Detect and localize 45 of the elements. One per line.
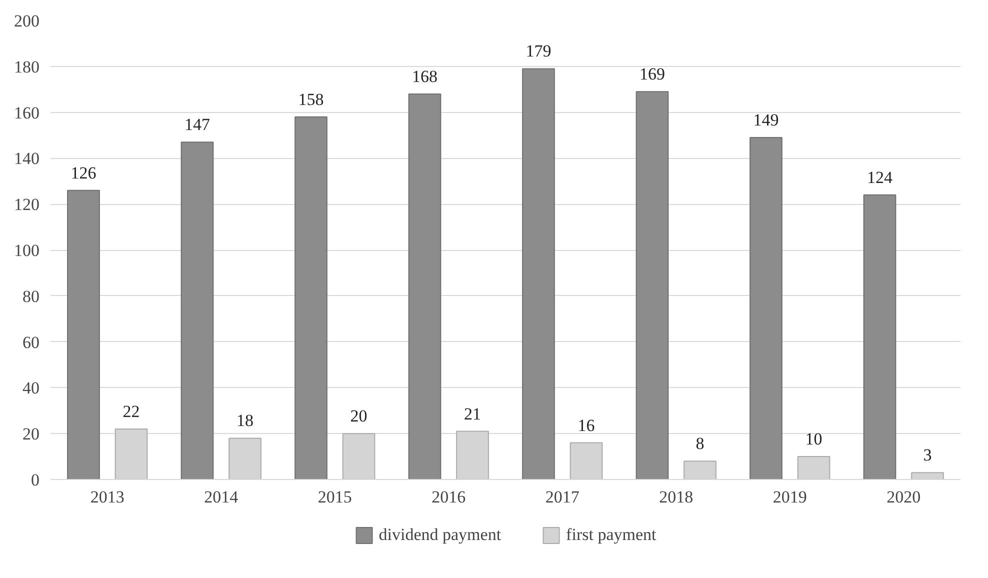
data-label: 3 (923, 446, 932, 465)
x-tick-label: 2020 (886, 488, 921, 506)
bar (67, 190, 100, 480)
legend-label: dividend payment (378, 525, 502, 545)
data-label: 16 (578, 416, 595, 435)
data-label: 179 (526, 42, 552, 61)
data-label: 158 (298, 90, 324, 109)
bar (522, 68, 555, 480)
x-tick-label: 2016 (432, 488, 466, 506)
bar (863, 194, 896, 480)
y-tick-label: 180 (14, 57, 40, 76)
y-tick-label: 80 (22, 286, 40, 306)
y-tick-label: 40 (22, 378, 40, 398)
y-tick-label: 200 (14, 12, 40, 30)
y-tick-label: 60 (22, 332, 40, 352)
data-label: 10 (805, 430, 822, 449)
data-label: 20 (350, 406, 368, 426)
legend-label: first payment (566, 525, 656, 545)
y-tick-label: 20 (22, 424, 40, 444)
x-tick-label: 2019 (772, 488, 807, 506)
bar (408, 93, 442, 480)
x-tick-label: 2018 (659, 488, 694, 506)
y-tick-label: 120 (14, 195, 40, 214)
data-label: 168 (412, 66, 438, 86)
bar (636, 91, 669, 480)
data-label: 126 (70, 163, 96, 182)
bar (180, 142, 214, 480)
data-label: 18 (236, 411, 254, 430)
data-label: 149 (753, 110, 779, 130)
y-tick-label: 100 (14, 241, 40, 260)
data-label: 147 (184, 115, 210, 134)
y-tick-label: 160 (14, 103, 40, 122)
data-label: 21 (464, 404, 482, 424)
data-label: 169 (639, 64, 665, 84)
x-tick-label: 2015 (318, 488, 352, 506)
data-label: 124 (866, 168, 893, 187)
bar (750, 137, 782, 480)
data-label: 8 (696, 434, 704, 454)
x-tick-label: 2017 (545, 488, 580, 506)
x-tick-label: 2013 (90, 488, 124, 506)
x-tick-label: 2014 (204, 488, 239, 506)
y-tick-label: 140 (14, 149, 40, 168)
data-label: 22 (122, 402, 140, 422)
bar (294, 116, 328, 480)
y-tick-label: 0 (31, 470, 40, 490)
